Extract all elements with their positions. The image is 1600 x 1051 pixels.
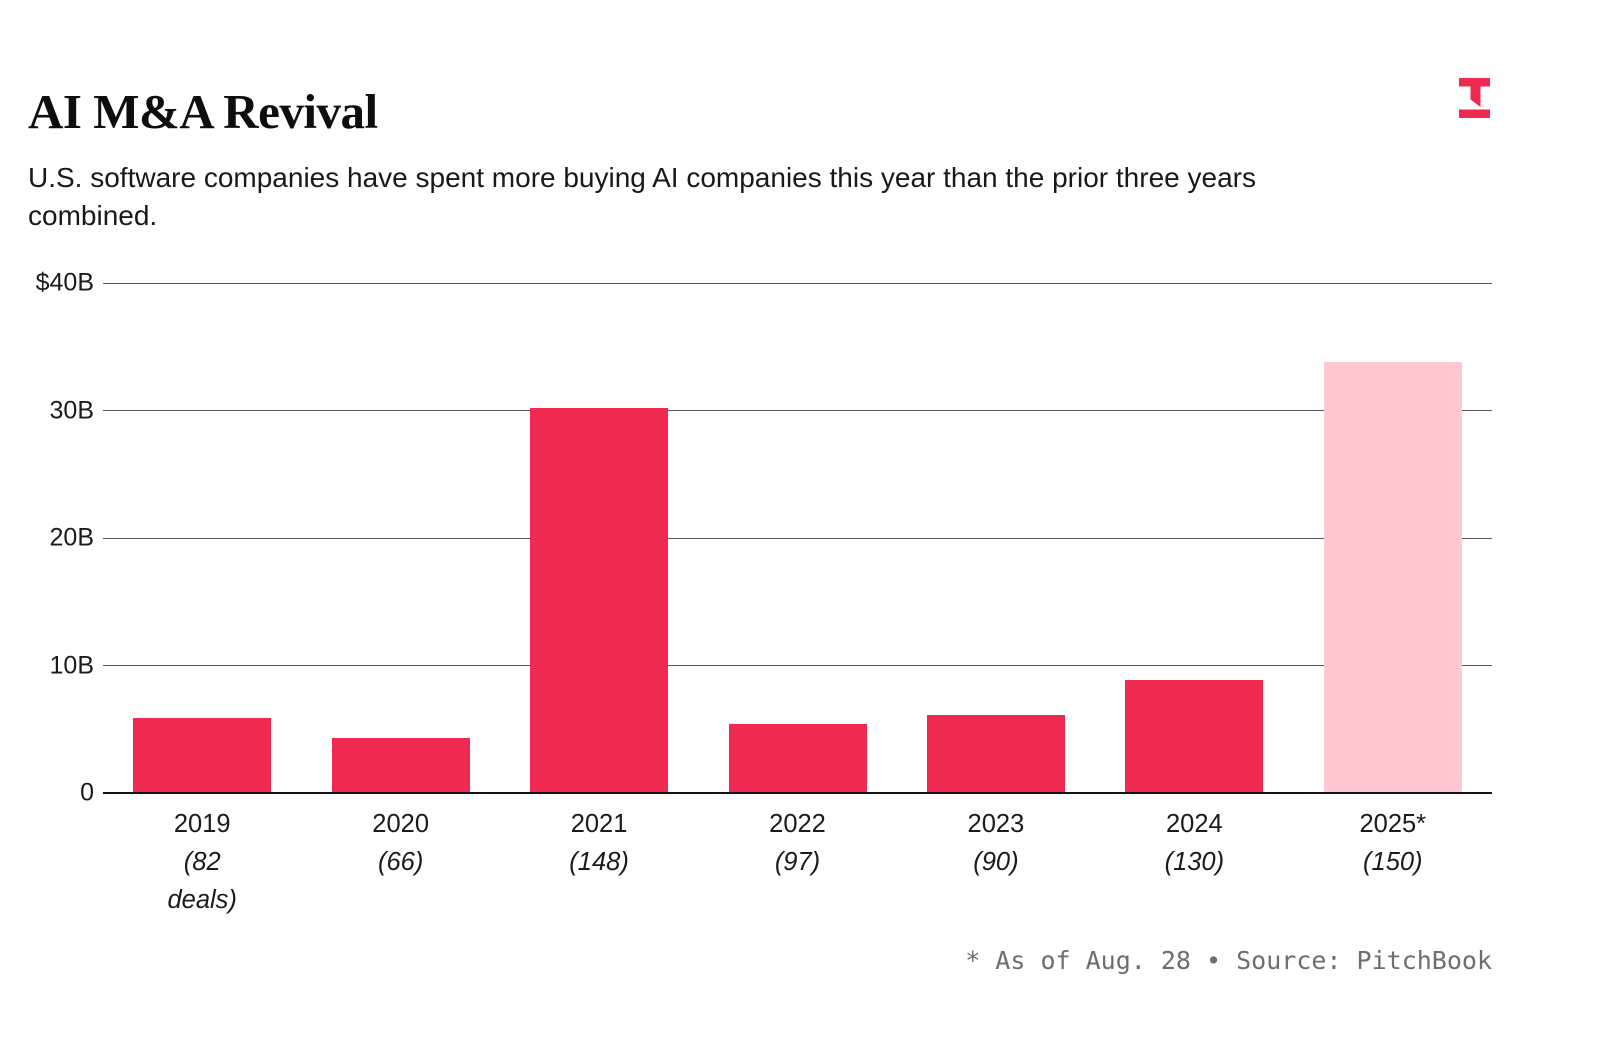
chart-subtitle: U.S. software companies have spent more … — [28, 162, 1256, 231]
bar-2022 — [728, 724, 867, 793]
x-axis-deal-count: (90) — [973, 848, 1019, 876]
bar-2019 — [133, 717, 272, 793]
source-note: * As of Aug. 28 • Source: PitchBook — [965, 946, 1492, 975]
bar-2021 — [530, 407, 669, 793]
the-information-logo-icon — [1459, 78, 1490, 118]
bar-2023 — [926, 715, 1065, 793]
x-axis-label: 2022 (97) — [769, 805, 826, 881]
x-axis-label: 2020 (66) — [372, 805, 429, 881]
bar-chart-plot-area: $40B 30B 20B 10B 0 2019 (82 deals) 2020 (66) 2021… — [36, 269, 1492, 914]
page-title: AI M&A Revival — [28, 84, 378, 139]
bar-2025 — [1323, 362, 1462, 793]
x-axis-year: 2020 — [372, 810, 430, 838]
x-axis-year: 2024 — [1165, 810, 1223, 838]
x-axis-label: 2019 (82 deals) — [149, 805, 255, 919]
gridline: 30B — [50, 396, 1492, 424]
x-axis-year: 2023 — [967, 810, 1025, 838]
x-axis-deal-count: (82 deals) — [167, 848, 237, 914]
gridline: $40B — [36, 269, 1492, 297]
gridline: 20B — [50, 524, 1492, 552]
x-axis-label: 2024 (130) — [1165, 805, 1225, 881]
x-axis-deal-count: (97) — [774, 848, 821, 876]
y-axis-tick-label: $40B — [35, 268, 94, 297]
x-axis-year: 2021 — [570, 810, 628, 838]
bar-2020 — [331, 738, 470, 793]
y-axis-tick-label: 10B — [49, 651, 94, 679]
bar-2024 — [1125, 679, 1264, 793]
x-axis-year: 2022 — [769, 810, 826, 838]
x-axis-label: 2021 (148) — [569, 805, 629, 881]
y-axis-tick-label: 30B — [49, 396, 94, 424]
x-axis-deal-count: (150) — [1363, 848, 1423, 876]
y-axis-tick-label: 20B — [49, 523, 94, 552]
x-axis-year: 2025* — [1359, 810, 1427, 838]
gridline: 10B — [50, 651, 1492, 679]
x-axis-label: 2023 (90) — [968, 805, 1025, 881]
y-axis-tick-label: 0 — [80, 778, 94, 807]
x-axis-line: 0 — [80, 779, 1492, 807]
x-axis-label: 2025* (150) — [1359, 805, 1426, 881]
x-axis-year: 2019 — [173, 810, 231, 838]
x-axis-deal-count: (148) — [569, 848, 629, 876]
x-axis-deal-count: (66) — [377, 848, 424, 876]
x-axis-deal-count: (130) — [1164, 848, 1225, 876]
